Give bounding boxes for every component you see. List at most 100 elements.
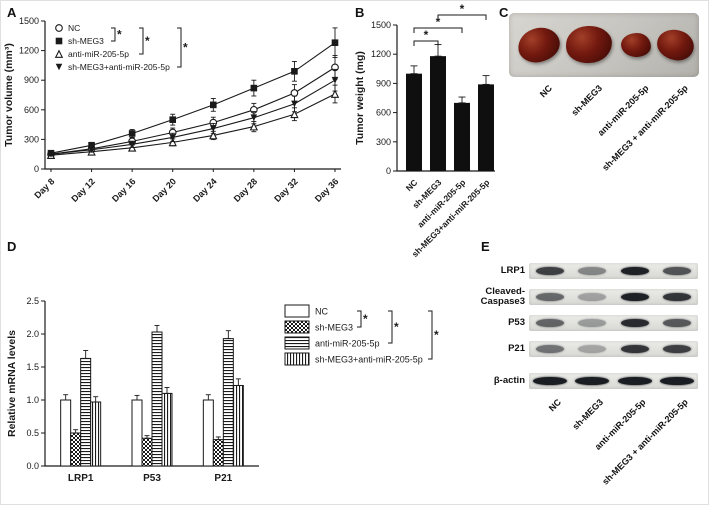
marker-circle-open [290, 89, 299, 97]
panel-label-b: B [355, 5, 365, 20]
bar [212, 439, 224, 467]
y-tick-label: 1.5 [26, 362, 39, 372]
significance-bracket [139, 27, 144, 55]
y-tick-label: 2.5 [26, 296, 39, 306]
significance-bracket [413, 27, 463, 33]
blot-band [578, 345, 607, 353]
y-tick-label: 2.0 [26, 329, 39, 339]
y-tick-label: 1.0 [26, 395, 39, 405]
marker-square-filled [291, 68, 298, 75]
tumor-sample-2 [564, 25, 614, 65]
blot-row-label-LRP1: LRP1 [469, 266, 525, 276]
y-tick-label: 600 [24, 105, 39, 115]
significance-asterisk: * [183, 41, 188, 55]
blot-band [620, 293, 649, 301]
panel-e-western-blot: E LRP1 Cleaved- Caspase3 P53 P21 β-actin NC sh-… [469, 237, 708, 504]
significance-bracket [437, 14, 487, 20]
marker-square-filled [209, 101, 217, 109]
y-tick-label: 0 [386, 166, 391, 176]
y-tick-label: 900 [376, 78, 391, 88]
bar [222, 338, 234, 467]
blot-label-line: Caspase3 [480, 296, 525, 307]
significance-asterisk: * [434, 328, 439, 342]
blot-strip-β-actin [529, 373, 698, 389]
blot-band [662, 319, 691, 327]
y-tick-label: 1200 [371, 49, 391, 59]
x-tick-label: Day 16 [110, 176, 138, 204]
blot-label-line: P21 [508, 343, 525, 354]
y-tick-label: 300 [376, 137, 391, 147]
significance-asterisk: * [424, 28, 429, 42]
legend-label: sh-MEG3+anti-miR-205-5p [315, 355, 423, 365]
panel-b-tumor-weight: B 0 300 600 900 1200 1500 Tumor weight (mg) NC s… [351, 1, 509, 261]
photo-group-label: sh-MEG3 [569, 83, 605, 118]
blot-band [578, 319, 607, 327]
legend-label: sh-MEG3 [315, 323, 353, 333]
tumor-sample-1 [515, 24, 563, 66]
bar [232, 384, 244, 467]
y-tick-label: 1500 [19, 16, 39, 26]
blot-band [536, 345, 565, 353]
panel-label-c: C [499, 5, 509, 20]
x-category-label: P53 [143, 473, 161, 484]
significance-bracket [388, 310, 393, 344]
marker-triangle-down-filled [250, 114, 258, 121]
tumor-photo [509, 13, 699, 77]
blot-label-line: P53 [508, 317, 525, 328]
marker-triangle-open [54, 49, 64, 58]
blot-band [620, 345, 649, 353]
tumor-volume-line-chart: 0 300 600 900 1200 1500 Day 8 Day 12 Day 16 Day 2… [3, 16, 341, 204]
blot-band [662, 293, 691, 301]
marker-square-filled [55, 37, 63, 45]
x-category-label: P21 [214, 473, 232, 484]
legend-swatch [284, 304, 310, 318]
bar [202, 399, 214, 467]
y-axis-title: Tumor weight (mg) [354, 51, 366, 145]
blot-label-line: LRP1 [500, 265, 525, 276]
blot-column-label: NC [546, 397, 564, 414]
significance-asterisk: * [394, 320, 399, 334]
blot-band [578, 267, 607, 275]
blot-band [620, 319, 649, 327]
blot-strip-Cleaved-Caspase3 [529, 289, 698, 305]
legend-label: anti-miR-205-5p [315, 339, 380, 349]
blot-band [536, 293, 565, 301]
photo-group-label: NC [537, 83, 555, 100]
x-tick-label: Day 24 [191, 176, 219, 204]
legend-label: anti-miR-205-5p [68, 49, 129, 59]
panel-label-a: A [7, 5, 17, 20]
significance-asterisk: * [436, 15, 441, 29]
marker-triangle-down-filled [128, 141, 136, 148]
western-blot: LRP1 Cleaved- Caspase3 P53 P21 β-actin NC sh-ME… [469, 237, 708, 504]
bar [141, 437, 153, 467]
y-tick-label: 300 [24, 134, 39, 144]
series-line [50, 79, 336, 155]
significance-bracket [428, 310, 433, 360]
blot-band [659, 377, 694, 385]
bar [70, 432, 82, 467]
marker-triangle-down-filled [55, 63, 63, 71]
x-category-label: LRP1 [68, 473, 94, 484]
marker-circle-open [55, 24, 63, 32]
bar [406, 73, 422, 171]
blot-label-line: Cleaved- [485, 286, 525, 297]
legend-label: sh-MEG3 [68, 36, 104, 46]
panel-label-e: E [481, 239, 490, 254]
panel-a-tumor-volume: A 0 300 600 900 1200 1500 Day 8 Day 12 Day 16 Day… [1, 1, 351, 237]
photo-group-label: sh-MEG3 + anti-miR-205-5p [600, 83, 691, 173]
marker-square-filled [128, 130, 136, 137]
marker-square-filled [88, 142, 95, 149]
blot-band [575, 377, 610, 385]
marker-square-filled [331, 39, 339, 47]
mrna-grouped-bar-chart: 0.0 0.5 1.0 1.5 2.0 2.5 Relative mRNA levels LR… [6, 296, 439, 484]
legend-swatch [284, 336, 310, 350]
legend-label: NC [68, 23, 80, 33]
y-axis-title: Relative mRNA levels [6, 330, 18, 437]
significance-bracket [177, 27, 182, 68]
significance-bracket [413, 40, 439, 46]
marker-triangle-down-filled [47, 150, 55, 158]
y-tick-label: 600 [376, 108, 391, 118]
marker-triangle-down-filled [169, 134, 177, 141]
marker-triangle-down-filled [209, 125, 217, 132]
